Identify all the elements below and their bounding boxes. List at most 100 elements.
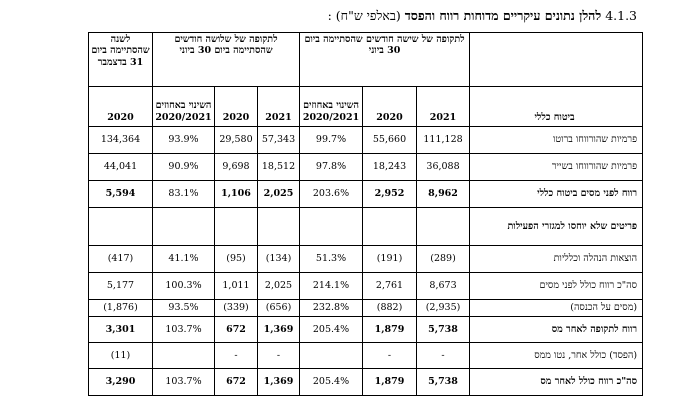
table-row: 3,290 103.7% 672 1,369 205.4% 1,879 5,738 סה"כ …	[88, 368, 644, 396]
row-label: הוצאות הנהלה וכלליות	[469, 245, 644, 273]
row-label: רווח לפני מסים ביטוח כללי	[469, 180, 644, 208]
cell-h-2021: 5,738	[416, 316, 471, 343]
table-row: (11) - - - - (הפסד) כולל אחר, נטו ממס	[88, 342, 644, 369]
cell-h-2020: 2,952	[362, 180, 418, 208]
row-label: פריטים שלא יוחסו למגזרי הפעילות	[469, 207, 644, 246]
subheader-label: ביטוח כללי	[469, 86, 644, 127]
table-row: 3,301 103.7% 672 1,369 205.4% 1,879 5,738 רווח …	[88, 316, 644, 343]
table-row: 44,041 90.9% 9,698 18,512 97.8% 18,243 36,088 פ…	[88, 153, 644, 181]
cell-h-2020: 1,879	[362, 316, 418, 343]
cell-h-change: 232.8%	[299, 299, 364, 317]
cell-h-2021: 111,128	[416, 126, 471, 154]
cell-year: 5,177	[88, 272, 153, 300]
cell-h-change	[299, 342, 364, 369]
row-label: רווח לתקופה לאחר מס	[469, 316, 644, 343]
cell-year: (11)	[88, 342, 153, 369]
section-number: 4.1.3	[605, 8, 637, 23]
section-unit: (באלפי ש"ח) :	[327, 8, 401, 23]
table-row: 5,594 83.1% 1,106 2,025 203.6% 2,952 8,962 רווח…	[88, 180, 644, 208]
row-label: פרמיות שהורווחו ברוטו	[469, 126, 644, 154]
cell-h-change: 214.1%	[299, 272, 364, 300]
subheader-q-change: השינוי באחוזים 2020/2021	[152, 86, 215, 127]
cell-h-change: 205.4%	[299, 316, 364, 343]
cell-q-change: 41.1%	[152, 245, 215, 273]
table-row: (417) 41.1% (95) (134) 51.3% (191) (289) הוצאות…	[88, 245, 644, 273]
cell-h-change	[299, 207, 364, 246]
row-label: סה"כ רווח כולל לפני מסים	[469, 272, 644, 300]
cell-q-2021: (134)	[256, 245, 301, 273]
cell-q-2020: 29,580	[214, 126, 258, 154]
cell-h-2020: 18,243	[362, 153, 418, 181]
cell-q-change	[152, 207, 215, 246]
cell-q-2020: 672	[214, 316, 258, 343]
cell-q-2020: 1,106	[214, 180, 258, 208]
cell-h-2020: 2,761	[362, 272, 418, 300]
cell-year: (1,876)	[88, 299, 153, 317]
section-title: להלן נתונים עיקריים מדוחות רווח והפסד	[404, 8, 602, 23]
header-year: לשנה שהסתיימה ביום 31 בדצמבר	[88, 32, 153, 87]
cell-year	[88, 207, 153, 246]
cell-h-2021: 8,673	[416, 272, 471, 300]
cell-year: 3,301	[88, 316, 153, 343]
cell-year: 44,041	[88, 153, 153, 181]
row-label: סה"כ רווח כולל לאחר מס	[469, 368, 644, 396]
cell-q-2021: 2,025	[256, 180, 301, 208]
cell-q-2020: -	[214, 342, 258, 369]
cell-year: 5,594	[88, 180, 153, 208]
cell-q-2020: 9,698	[214, 153, 258, 181]
cell-q-2021: 1,369	[256, 316, 301, 343]
cell-q-2021: 1,369	[256, 368, 301, 396]
table-row: פריטים שלא יוחסו למגזרי הפעילות	[88, 207, 644, 246]
table-row: (1,876) 93.5% (339) (656) 232.8% (882) (2,935)…	[88, 299, 644, 317]
row-label: (הפסד) כולל אחר, נטו ממס	[469, 342, 644, 369]
subheader-q-2021: 2021	[256, 86, 301, 127]
cell-q-2021: 57,343	[256, 126, 301, 154]
row-label: פרמיות שהורווחו בשייר	[469, 153, 644, 181]
cell-h-2020	[362, 207, 418, 246]
cell-q-change: 93.9%	[152, 126, 215, 154]
header-three-months: לתקופה של שלושה חודשים שהסתיימה ביום 30 …	[151, 32, 301, 87]
section-heading: 4.1.3 להלן נתונים עיקריים מדוחות רווח וה…	[328, 8, 637, 24]
cell-h-2021: 36,088	[416, 153, 471, 181]
cell-q-change: 103.7%	[152, 316, 215, 343]
cell-h-2021: -	[416, 342, 471, 369]
cell-q-2021: 2,025	[256, 272, 301, 300]
table-row: 5,177 100.3% 1,011 2,025 214.1% 2,761 8,673 סה"…	[88, 272, 644, 300]
table-row: 134,364 93.9% 29,580 57,343 99.7% 55,660 111,1…	[88, 126, 644, 154]
cell-q-change: 100.3%	[152, 272, 215, 300]
cell-q-change: 90.9%	[152, 153, 215, 181]
cell-q-2020: (339)	[214, 299, 258, 317]
cell-q-change: 93.5%	[152, 299, 215, 317]
cell-q-2020: (95)	[214, 245, 258, 273]
subheader-q-2020: 2020	[214, 86, 258, 127]
cell-q-2021: -	[256, 342, 301, 369]
subheader-year-2020: 2020	[88, 86, 153, 127]
cell-h-change: 97.8%	[299, 153, 364, 181]
cell-q-change: 83.1%	[152, 180, 215, 208]
cell-h-change: 203.6%	[299, 180, 364, 208]
cell-q-2021: (656)	[256, 299, 301, 317]
cell-h-2020: -	[362, 342, 418, 369]
header-empty	[469, 32, 644, 87]
cell-h-2021: (289)	[416, 245, 471, 273]
cell-h-2021	[416, 207, 471, 246]
cell-year: (417)	[88, 245, 153, 273]
row-label: (מסים על הכנסה)	[469, 299, 644, 317]
cell-h-change: 99.7%	[299, 126, 364, 154]
cell-year: 134,364	[88, 126, 153, 154]
cell-h-2020: 55,660	[362, 126, 418, 154]
cell-q-change: 103.7%	[152, 368, 215, 396]
cell-q-2021	[256, 207, 301, 246]
cell-h-2021: 5,738	[416, 368, 471, 396]
cell-h-change: 51.3%	[299, 245, 364, 273]
cell-h-2020: (191)	[362, 245, 418, 273]
cell-h-2021: (2,935)	[416, 299, 471, 317]
cell-h-change: 205.4%	[299, 368, 364, 396]
cell-h-2020: 1,879	[362, 368, 418, 396]
cell-q-2020: 1,011	[214, 272, 258, 300]
cell-h-2021: 8,962	[416, 180, 471, 208]
cell-q-change	[152, 342, 215, 369]
header-six-months: לתקופה של שישה חודשים שהסתיימה ביום 30 ב…	[299, 32, 471, 87]
subheader-h-2020: 2020	[362, 86, 418, 127]
cell-q-2021: 18,512	[256, 153, 301, 181]
